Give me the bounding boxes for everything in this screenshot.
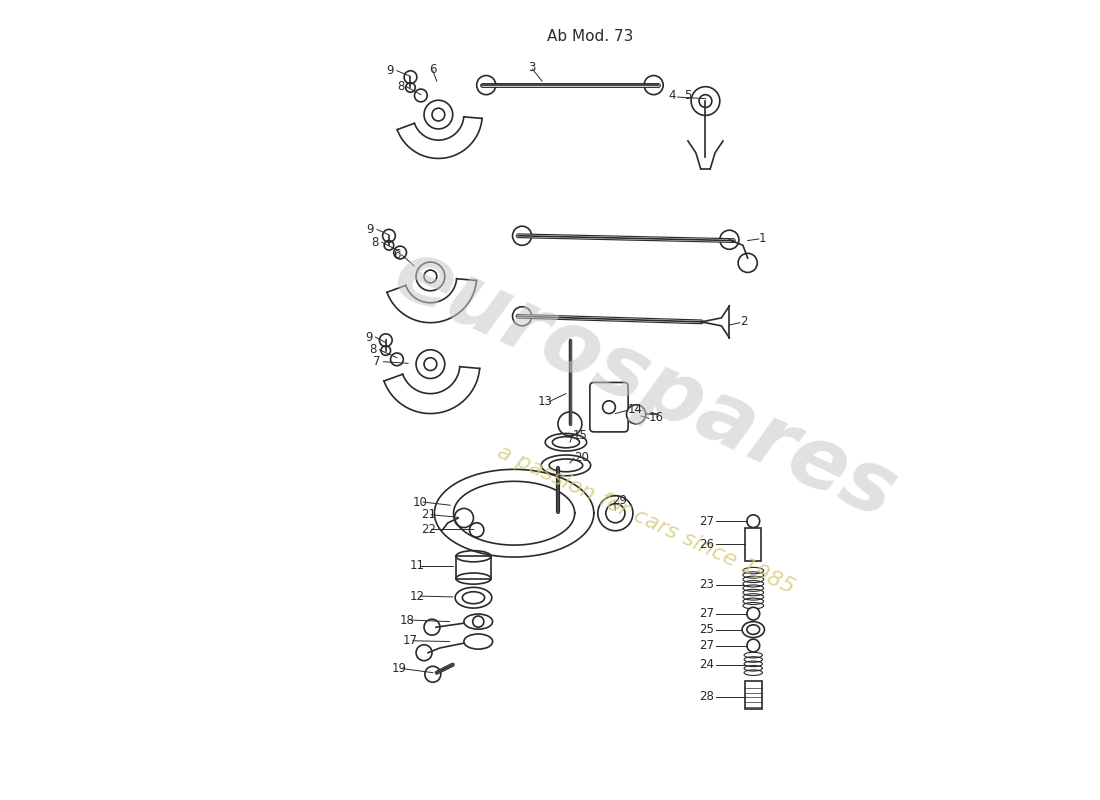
Text: 17: 17	[403, 634, 418, 647]
Text: 9: 9	[386, 64, 394, 78]
Circle shape	[645, 75, 663, 94]
Circle shape	[747, 639, 760, 652]
Text: 16: 16	[649, 411, 664, 424]
Circle shape	[379, 334, 392, 346]
Text: 15: 15	[572, 429, 587, 442]
Text: 26: 26	[700, 538, 714, 550]
Text: 22: 22	[421, 522, 436, 536]
Text: 8: 8	[368, 343, 376, 356]
Text: 5: 5	[684, 89, 691, 102]
Circle shape	[383, 230, 395, 242]
Text: 12: 12	[409, 590, 425, 602]
Text: a passion for cars since 1985: a passion for cars since 1985	[494, 442, 798, 598]
Text: 8: 8	[372, 236, 378, 249]
Text: 7: 7	[373, 355, 381, 368]
Text: 14: 14	[627, 403, 642, 416]
Bar	[745, 682, 762, 710]
Bar	[455, 556, 491, 578]
Text: 21: 21	[421, 508, 436, 522]
FancyBboxPatch shape	[590, 382, 628, 432]
Text: 10: 10	[412, 495, 428, 509]
Circle shape	[404, 70, 417, 83]
Text: 9: 9	[365, 330, 373, 343]
Text: 19: 19	[392, 662, 407, 675]
Text: 20: 20	[574, 451, 589, 464]
Text: 6: 6	[429, 62, 437, 76]
Text: 4: 4	[668, 89, 675, 102]
Text: 29: 29	[613, 494, 627, 507]
Text: 1: 1	[759, 232, 767, 245]
Circle shape	[719, 230, 739, 250]
Circle shape	[597, 496, 632, 530]
Circle shape	[513, 306, 531, 326]
Text: 25: 25	[700, 623, 714, 636]
Circle shape	[558, 412, 582, 436]
Text: 27: 27	[700, 639, 714, 652]
Text: 28: 28	[700, 690, 714, 703]
Text: 8: 8	[397, 80, 405, 93]
Text: 11: 11	[409, 559, 425, 572]
Text: 23: 23	[700, 578, 714, 591]
Text: Ab Mod. 73: Ab Mod. 73	[547, 30, 632, 44]
Circle shape	[627, 405, 646, 424]
Circle shape	[470, 522, 484, 537]
Circle shape	[747, 515, 760, 527]
Text: 2: 2	[739, 315, 747, 328]
Text: 13: 13	[537, 395, 552, 408]
Text: 9: 9	[366, 223, 374, 236]
Text: 3: 3	[528, 61, 535, 74]
Bar	[746, 527, 761, 561]
Circle shape	[747, 607, 760, 620]
Text: 6: 6	[393, 249, 400, 262]
Text: 24: 24	[700, 658, 714, 671]
Text: 27: 27	[700, 607, 714, 620]
Circle shape	[513, 226, 531, 246]
Text: eurospares: eurospares	[382, 231, 910, 537]
Circle shape	[476, 75, 496, 94]
Text: 18: 18	[400, 614, 415, 626]
Text: 27: 27	[700, 514, 714, 528]
